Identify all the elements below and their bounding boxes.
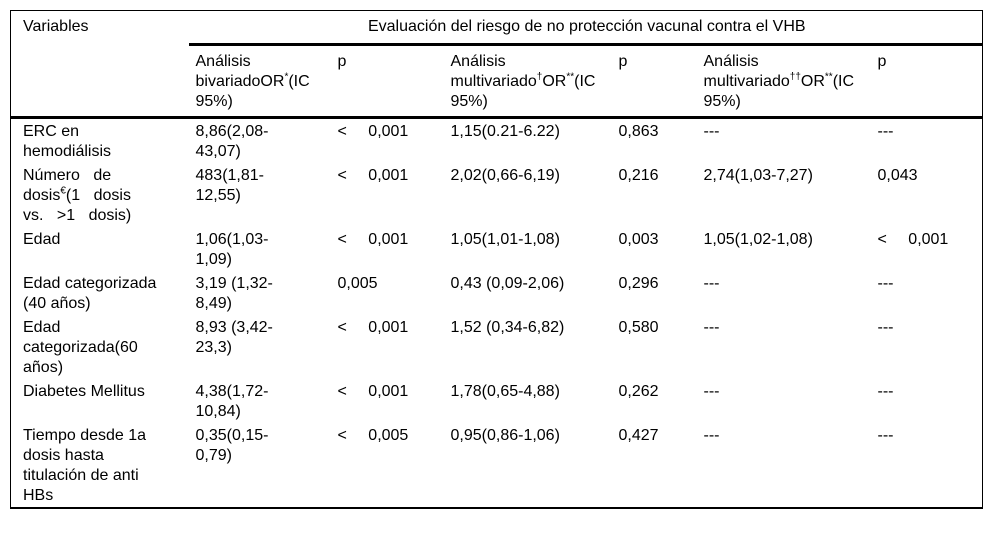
table-row: Tiempo desde 1a dosis hasta titulación d… xyxy=(11,423,983,508)
or-value-cell: --- xyxy=(703,383,720,400)
table-row: Edad categorizada(60 años) 8,93 (3,42-23… xyxy=(11,315,983,379)
p-value-cell: < 0,001 xyxy=(337,319,409,336)
or-value-cell: 1,52 (0,34-6,82) xyxy=(450,319,565,336)
row-variable-cell: Diabetes Mellitus xyxy=(11,379,189,423)
or-value-cell: 483(1,81-12,55) xyxy=(195,167,265,204)
p-value-column-header-3: p xyxy=(870,44,983,119)
p-value-cell: 0,580 xyxy=(618,319,659,336)
or-value-cell: 2,02(0,66-6,19) xyxy=(450,167,560,184)
multivariate2-analysis-column-header: Análisis multivariado††OR**(IC 95%) xyxy=(696,44,871,119)
table-header-row-top: Variables Evaluación del riesgo de no pr… xyxy=(11,10,983,46)
or-value-cell: 0,95(0,86-1,06) xyxy=(450,427,560,444)
p-value-cell: < 0,001 xyxy=(337,383,409,400)
or-value-cell: --- xyxy=(703,275,720,292)
multivariate1-header-text: Análisis multivariado xyxy=(450,53,537,90)
dagger-footnote-marker: † xyxy=(536,71,543,83)
variable-label: Edad categorizada(60 años) xyxy=(23,319,138,376)
table-row: ERC en hemodiálisis 8,86(2,08-43,07) < 0… xyxy=(11,118,983,164)
or-value-cell: 1,78(0,65-4,88) xyxy=(450,383,560,400)
row-variable-cell: Tiempo desde 1a dosis hasta titulación d… xyxy=(11,423,189,508)
multivariate2-header-or: OR xyxy=(800,73,825,90)
euro-footnote-marker: € xyxy=(60,185,66,197)
or-value-cell: 2,74(1,03-7,27) xyxy=(703,167,813,184)
p-value-cell: 0,262 xyxy=(618,383,659,400)
bivariate-header-text: Análisis bivariadoOR xyxy=(195,53,285,90)
or-value-cell: 8,86(2,08-43,07) xyxy=(195,123,269,160)
or-value-cell: 0,43 (0,09-2,06) xyxy=(450,275,565,292)
p-value-cell: --- xyxy=(877,123,894,140)
p-value-cell: 0,003 xyxy=(618,231,659,248)
risk-evaluation-table: Variables Evaluación del riesgo de no pr… xyxy=(10,10,984,509)
or-value-cell: 8,93 (3,42-23,3) xyxy=(195,319,273,356)
or-value-cell: 1,06(1,03-1,09) xyxy=(195,231,269,268)
double-dagger-footnote-marker: †† xyxy=(789,71,801,83)
p-value-cell: < 0,005 xyxy=(337,427,409,444)
bivariate-header-ci: (IC 95%) xyxy=(195,73,310,110)
table-row: Edad categorizada (40 años) 3,19 (1,32-8… xyxy=(11,271,983,315)
p-value-cell: 0,427 xyxy=(618,427,659,444)
p-value-cell: 0,296 xyxy=(618,275,659,292)
multivariate1-header-ci: (IC 95%) xyxy=(450,73,596,110)
row-variable-cell: Número de dosis€(1 dosis vs. >1 dosis) xyxy=(11,163,189,227)
or-value-cell: 1,05(1,01-1,08) xyxy=(450,231,560,248)
p-value-column-header-1: p xyxy=(330,44,444,119)
p-value-cell: 0,043 xyxy=(877,167,918,184)
variables-subheader-empty xyxy=(10,44,189,119)
or-value-cell: 4,38(1,72-10,84) xyxy=(195,383,269,420)
variable-label: Edad xyxy=(23,231,61,248)
row-variable-cell: Edad xyxy=(11,227,189,271)
variable-label: Número de dosis€(1 dosis vs. >1 dosis) xyxy=(23,167,132,224)
p-value-cell: --- xyxy=(877,275,894,292)
multivariate2-header-ci: (IC 95%) xyxy=(703,73,855,110)
table-row: Diabetes Mellitus 4,38(1,72-10,84) < 0,0… xyxy=(11,379,983,423)
p-value-cell: 0,216 xyxy=(618,167,659,184)
asterisk-footnote-marker: * xyxy=(284,71,289,83)
p-value-cell: < 0,001 xyxy=(337,231,409,248)
table-header-row-sub: Análisis bivariadoOR*(IC 95%) p Análisis… xyxy=(10,44,983,119)
row-variable-cell: Edad categorizada (40 años) xyxy=(11,271,189,315)
p-value-cell: < 0,001 xyxy=(877,231,949,248)
or-value-cell: 1,05(1,02-1,08) xyxy=(703,231,813,248)
variable-label: Diabetes Mellitus xyxy=(23,383,145,400)
double-asterisk-footnote-marker: ** xyxy=(566,71,575,83)
table-row: Número de dosis€(1 dosis vs. >1 dosis) 4… xyxy=(11,163,983,227)
row-variable-cell: Edad categorizada(60 años) xyxy=(11,315,189,379)
multivariate2-header-text: Análisis multivariado xyxy=(703,53,790,90)
variable-label: ERC en hemodiálisis xyxy=(23,123,112,160)
p-value-cell: 0,005 xyxy=(337,275,378,292)
row-variable-cell: ERC en hemodiálisis xyxy=(11,118,189,164)
or-value-cell: 1,15(0.21-6.22) xyxy=(450,123,560,140)
or-value-cell: --- xyxy=(703,427,720,444)
table-row: Edad 1,06(1,03-1,09) < 0,001 1,05(1,01-1… xyxy=(11,227,983,271)
evaluation-span-header: Evaluación del riesgo de no protección v… xyxy=(188,10,983,46)
p-value-cell: --- xyxy=(877,383,894,400)
p-value-cell: < 0,001 xyxy=(337,123,409,140)
p-value-column-header-2: p xyxy=(611,44,697,119)
multivariate1-header-or: OR xyxy=(542,73,567,90)
p-value-cell: < 0,001 xyxy=(337,167,409,184)
double-asterisk-footnote-marker: ** xyxy=(824,71,833,83)
or-value-cell: 0,35(0,15-0,79) xyxy=(195,427,269,464)
or-value-cell: --- xyxy=(703,123,720,140)
or-value-cell: 3,19 (1,32-8,49) xyxy=(195,275,273,312)
multivariate1-analysis-column-header: Análisis multivariado†OR**(IC 95%) xyxy=(443,44,612,119)
variables-column-header: Variables xyxy=(23,18,89,35)
p-value-cell: 0,863 xyxy=(618,123,659,140)
variable-label: Edad categorizada (40 años) xyxy=(23,275,157,312)
or-value-cell: --- xyxy=(703,319,720,336)
p-value-cell: --- xyxy=(877,319,894,336)
p-value-cell: --- xyxy=(877,427,894,444)
variable-label: Tiempo desde 1a dosis hasta titulación d… xyxy=(23,427,147,504)
bivariate-analysis-column-header: Análisis bivariadoOR*(IC 95%) xyxy=(188,44,331,119)
